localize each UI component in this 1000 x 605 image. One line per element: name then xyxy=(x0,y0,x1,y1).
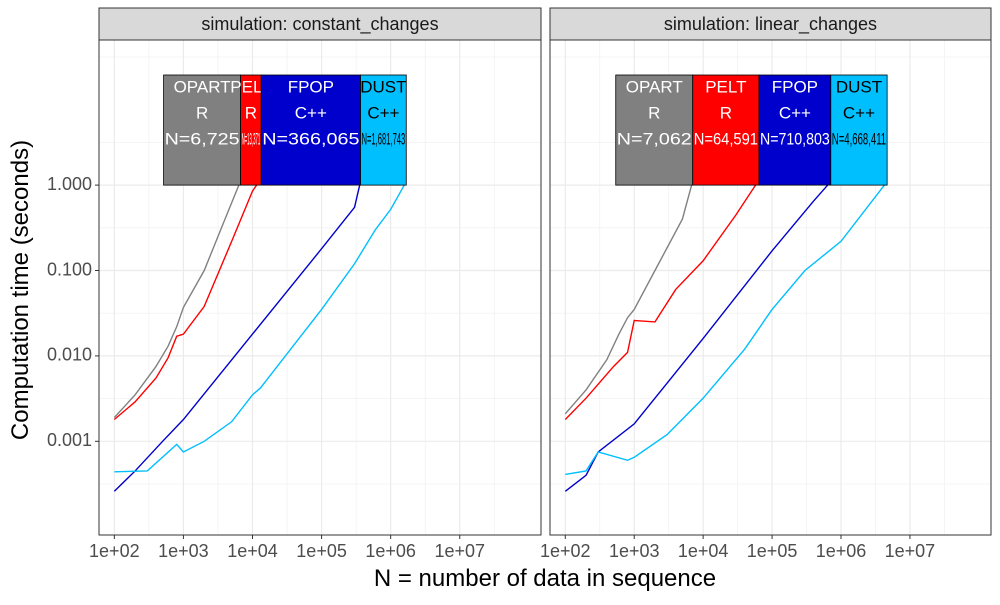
label-box-fpop: FPOP C++ N=710,803 xyxy=(758,74,832,186)
label-box-algo: FPOP xyxy=(772,77,818,96)
label-box-language: R xyxy=(196,103,208,122)
series-line-fpop xyxy=(113,181,362,492)
facet-strip-label: simulation: linear_changes xyxy=(664,14,877,35)
label-box-dust: DUST C++ N=4,668,411 xyxy=(830,74,888,186)
label-box-language: C++ xyxy=(843,103,875,122)
series-line-pelt xyxy=(113,177,262,421)
label-box-algo: OPART xyxy=(626,77,683,96)
label-box-max-n: N=4,668,411 xyxy=(832,129,886,148)
label-box-bg xyxy=(758,74,832,186)
facet-strip xyxy=(98,7,542,41)
label-box-pelt: PELT R N=64,591 xyxy=(692,74,760,186)
x-tick-label: 1e+06 xyxy=(816,541,867,561)
x-tick-label: 1e+04 xyxy=(227,541,278,561)
algorithm-label-boxes: OPARTRN=6,725PELTRN=13,371FPOPC++N=366,0… xyxy=(163,74,407,186)
series-line-pelt xyxy=(564,179,760,421)
label-box-dust: DUST C++ N=1,681,743 xyxy=(360,74,407,186)
label-box-algo: DUST xyxy=(360,77,406,96)
label-box-max-n: N=1,681,743 xyxy=(362,129,406,148)
series-line-fpop xyxy=(564,181,832,492)
label-box-max-n: N=13,371 xyxy=(242,129,261,148)
x-tick-label: 1e+02 xyxy=(540,541,591,561)
label-box-language: R xyxy=(245,103,257,122)
label-box-algo: FPOP xyxy=(288,77,334,96)
facet-strip xyxy=(549,7,992,41)
label-box-max-n: N=64,591 xyxy=(694,129,758,148)
x-tick-label: 1e+02 xyxy=(89,541,140,561)
x-tick-label: 1e+03 xyxy=(158,541,209,561)
label-box-bg xyxy=(615,74,694,186)
label-box-bg xyxy=(830,74,888,186)
x-tick-label: 1e+07 xyxy=(434,541,485,561)
label-box-bg xyxy=(360,74,407,186)
series-line-opart xyxy=(113,180,242,418)
label-box-max-n: N=366,065 xyxy=(262,129,359,148)
label-box-max-n: N=7,062 xyxy=(617,129,692,148)
x-axis-label: N = number of data in sequence xyxy=(374,565,716,592)
facet-panel-2: OPART R N=7,062 PELT R N=64,591 FPOP C++ N=710,8… xyxy=(540,7,992,561)
label-box-algo: DUST xyxy=(836,77,882,96)
facet-panel-1: OPARTRN=6,725PELTRN=13,371FPOPC++N=366,0… xyxy=(47,7,542,561)
label-box-algo: PELT xyxy=(705,77,746,96)
series-line-dust xyxy=(565,181,888,476)
algorithm-label-boxes: OPART R N=7,062 PELT R N=64,591 FPOP C++ N=710,8… xyxy=(615,74,888,186)
y-tick-label: 1.000 xyxy=(47,174,92,194)
facet-strip-label: simulation: constant_changes xyxy=(201,14,438,35)
x-tick-label: 1e+06 xyxy=(365,541,416,561)
label-box-bg xyxy=(692,74,760,186)
label-box-max-n: N=6,725 xyxy=(165,129,240,148)
label-box-language: C++ xyxy=(367,103,399,122)
label-box-language: R xyxy=(720,103,732,122)
series-line-dust xyxy=(114,181,407,473)
x-tick-label: 1e+05 xyxy=(747,541,798,561)
label-box-bg xyxy=(163,74,241,186)
label-box-language: C++ xyxy=(295,103,327,122)
label-box-fpop: FPOP C++ N=366,065 xyxy=(260,74,361,186)
label-box-algo: OPART xyxy=(174,77,231,96)
x-tick-label: 1e+07 xyxy=(885,541,936,561)
label-box-language: R xyxy=(648,103,660,122)
y-tick-label: 0.100 xyxy=(47,259,92,279)
x-tick-label: 1e+04 xyxy=(678,541,729,561)
label-box-language: C++ xyxy=(779,103,811,122)
x-tick-label: 1e+05 xyxy=(296,541,347,561)
y-axis-label: Computation time (seconds) xyxy=(7,140,34,440)
panels-layer: OPART R N=6,725 PELT R N=13,371 FPOP C++ N=366,0… xyxy=(47,7,992,561)
y-tick-label: 0.010 xyxy=(47,345,92,365)
label-box-opart: OPART R N=7,062 xyxy=(615,74,694,186)
label-box-opart: OPART R N=6,725 xyxy=(163,74,241,186)
x-tick-label: 1e+03 xyxy=(609,541,660,561)
series-line-opart xyxy=(564,180,694,415)
y-tick-label: 0.001 xyxy=(47,430,92,450)
label-box-max-n: N=710,803 xyxy=(760,129,830,148)
